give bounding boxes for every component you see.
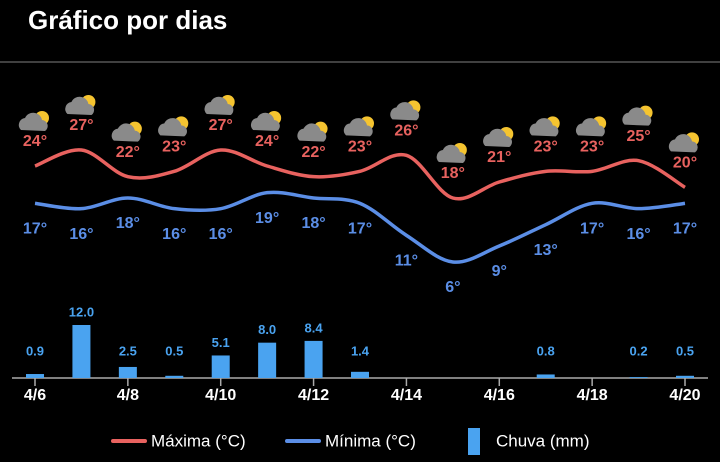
- rain-bar: [165, 375, 184, 378]
- rain-label: 8.0: [258, 322, 276, 337]
- legend-swatch: [468, 428, 480, 455]
- x-tick-label: 4/18: [577, 387, 608, 404]
- cloud: [668, 134, 698, 153]
- weather-icon: [668, 132, 699, 153]
- rain-label: 12.0: [69, 304, 94, 319]
- rain-bar: [211, 355, 230, 378]
- cloud: [18, 112, 48, 131]
- temp-label: 24°: [255, 133, 279, 150]
- cloud: [390, 102, 420, 121]
- temp-label: 9°: [492, 263, 507, 280]
- weather-icon: [65, 95, 96, 115]
- rain-label: 2.5: [119, 343, 137, 358]
- temp-label: 17°: [580, 221, 604, 238]
- temp-label: 16°: [209, 226, 233, 243]
- temp-label: 18°: [116, 215, 140, 232]
- temp-label: 16°: [162, 226, 186, 243]
- temp-label: 6°: [445, 279, 460, 296]
- rain-bar: [676, 375, 694, 378]
- cloud: [111, 123, 141, 142]
- temp-label: 23°: [348, 139, 372, 156]
- rain-bar: [118, 366, 137, 378]
- cloud: [204, 96, 234, 115]
- cloud: [622, 107, 652, 126]
- temp-label: 18°: [301, 215, 325, 232]
- temp-label: 23°: [534, 139, 558, 156]
- weather-icon: [158, 116, 189, 137]
- x-tick-label: 4/8: [117, 387, 139, 404]
- temp-label: 24°: [23, 133, 47, 150]
- weather-icon: [18, 111, 49, 131]
- temp-label: 13°: [534, 242, 558, 259]
- rain-bar: [304, 340, 323, 378]
- weather-icon: [575, 116, 607, 137]
- rain-label: 0.5: [676, 343, 694, 358]
- x-tick-label: 4/16: [484, 387, 515, 404]
- rain-bar: [72, 325, 91, 378]
- weather-icon: [529, 116, 560, 137]
- temp-label: 21°: [487, 149, 511, 166]
- cloud: [436, 144, 466, 163]
- rain-label: 0.5: [165, 343, 183, 358]
- rain-label: 8.4: [305, 320, 324, 335]
- weather-icon: [111, 121, 142, 142]
- weather-icon: [204, 95, 235, 115]
- temp-label: 19°: [255, 210, 279, 227]
- temp-label: 16°: [69, 226, 93, 243]
- legend-label: Chuva (mm): [496, 431, 590, 450]
- temp-label: 17°: [23, 221, 47, 238]
- rain-label: 0.2: [630, 343, 648, 358]
- temp-label: 22°: [116, 144, 140, 161]
- cloud: [297, 123, 327, 142]
- rain-label: 5.1: [212, 335, 230, 350]
- cloud: [483, 128, 512, 147]
- chart-title: Gráfico por dias: [28, 5, 227, 35]
- temp-label: 17°: [673, 221, 697, 238]
- cloud: [158, 118, 187, 137]
- temp-label: 20°: [673, 155, 697, 172]
- x-tick-label: 4/6: [24, 387, 46, 404]
- rain-bar: [536, 374, 555, 378]
- rain-label: 0.9: [26, 343, 44, 358]
- temp-label: 25°: [626, 128, 650, 145]
- cloud: [65, 96, 95, 115]
- rain-label: 1.4: [351, 343, 370, 358]
- weather-icon: [297, 121, 328, 142]
- temp-label: 27°: [69, 117, 93, 134]
- cloud: [575, 118, 605, 137]
- weather-icon: [250, 111, 282, 131]
- legend-label: Mínima (°C): [325, 431, 416, 450]
- temp-label: 26°: [394, 123, 418, 140]
- x-tick-label: 4/14: [391, 387, 422, 404]
- temp-label: 16°: [626, 226, 650, 243]
- rain-label: 0.8: [537, 343, 555, 358]
- rain-bar: [258, 342, 277, 378]
- temp-label: 23°: [580, 139, 604, 156]
- legend-label: Máxima (°C): [151, 431, 246, 450]
- temp-label: 27°: [209, 117, 233, 134]
- weather-icon: [343, 116, 374, 137]
- rain-bar: [629, 377, 648, 378]
- rain-bar: [26, 374, 44, 378]
- cloud: [250, 112, 280, 131]
- weather-icon: [483, 127, 514, 147]
- rain-bar: [351, 371, 369, 378]
- temp-line: [34, 190, 686, 264]
- temp-line: [34, 148, 686, 201]
- x-tick-label: 4/10: [205, 387, 236, 404]
- temp-label: 17°: [348, 221, 372, 238]
- x-tick-label: 4/20: [669, 387, 700, 404]
- x-tick-label: 4/12: [298, 387, 329, 404]
- temp-label: 22°: [301, 144, 325, 161]
- cloud: [529, 118, 559, 137]
- temp-label: 23°: [162, 139, 186, 156]
- temp-label: 18°: [441, 165, 465, 182]
- weather-icon: [622, 105, 653, 126]
- cloud: [343, 118, 373, 137]
- weather-icon: [390, 100, 421, 121]
- temp-label: 11°: [395, 253, 418, 270]
- weather-icon: [436, 143, 467, 163]
